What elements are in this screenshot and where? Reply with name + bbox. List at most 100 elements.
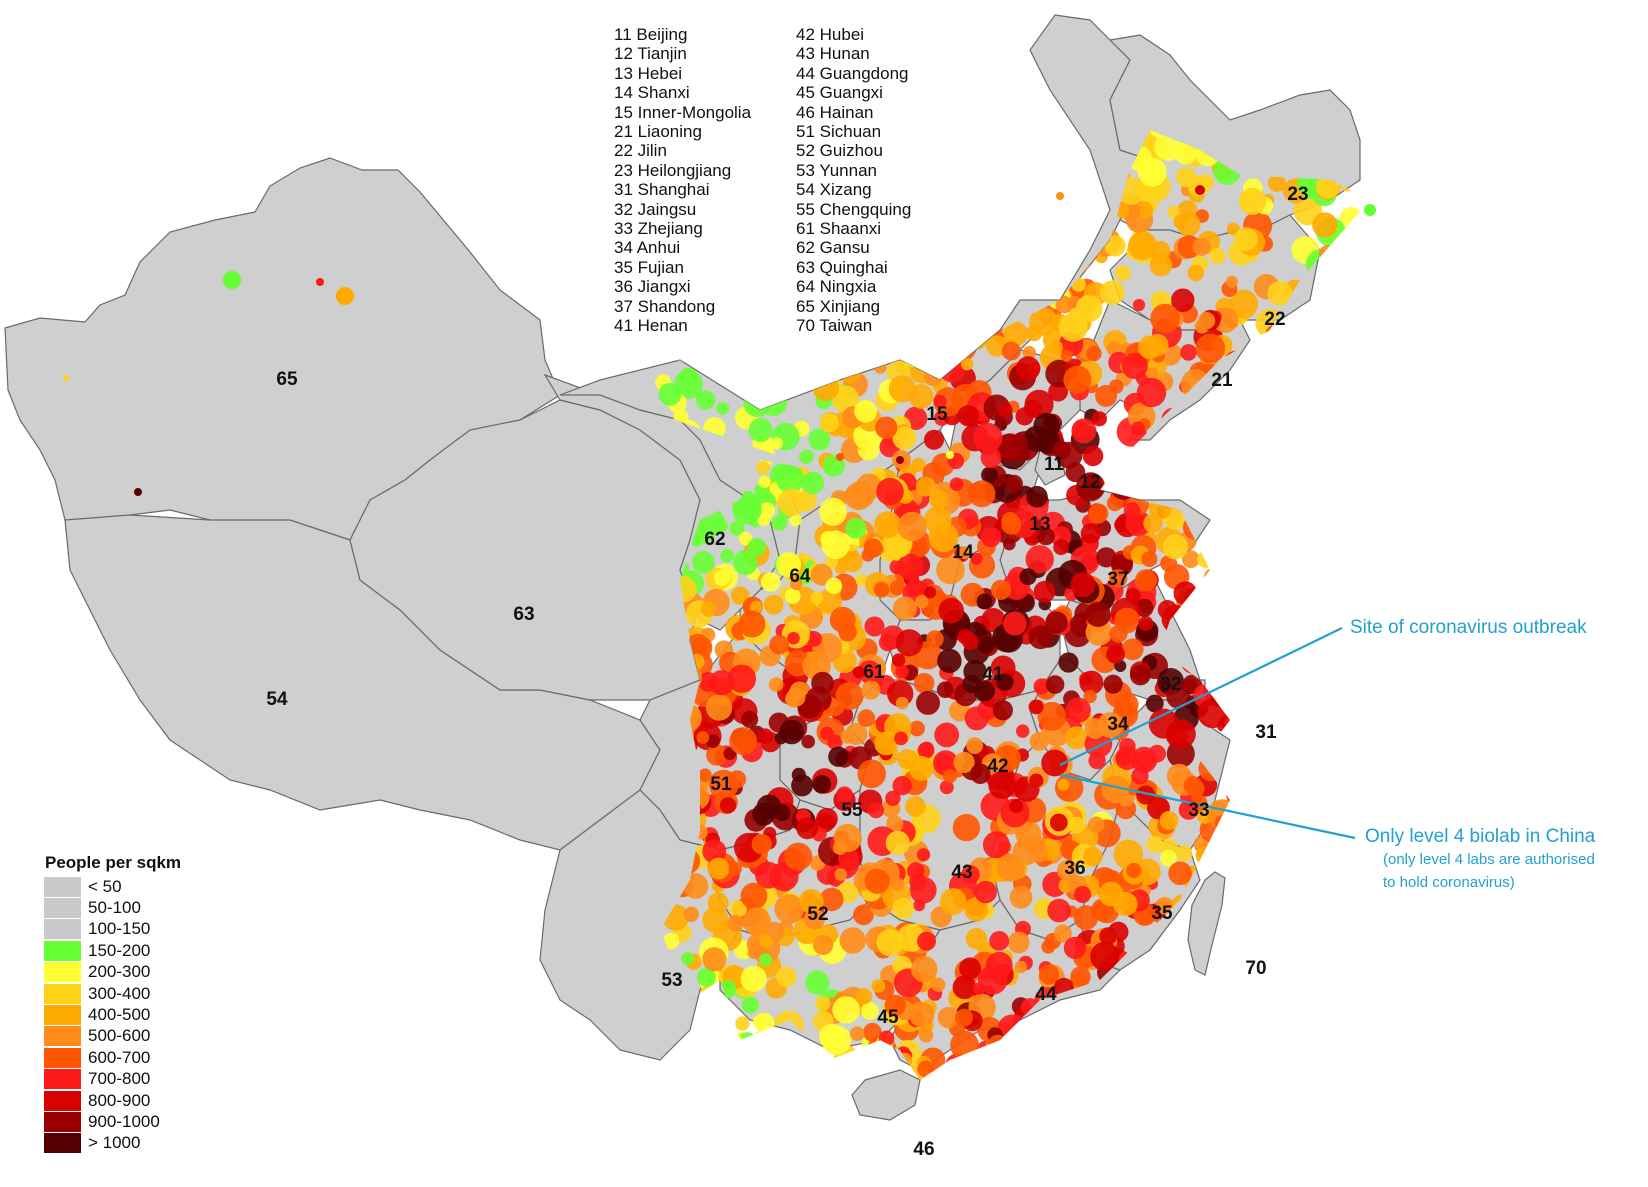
province-code-label: 33: [1188, 800, 1209, 821]
province-key-item: 11 Beijing: [614, 25, 688, 44]
province-code-label: 64: [789, 566, 811, 587]
legend-item: 700-800: [44, 1069, 181, 1090]
legend-label: 150-200: [88, 940, 151, 960]
province-key-item: 55 Chengquing: [796, 199, 912, 219]
legend-item: 400-500: [44, 1004, 181, 1026]
province-code-label: 61: [863, 662, 885, 683]
province-key-item: 70 Taiwan: [796, 316, 873, 336]
province-key-item: 23 Heilongjiang: [614, 160, 732, 180]
legend-item: 500-600: [44, 1026, 181, 1047]
legend-label: < 50: [88, 876, 122, 896]
province-key-item: 46 Hainan: [796, 102, 874, 122]
legend-swatch: [44, 1047, 81, 1068]
province-key-item: 33 Zhejiang: [614, 219, 703, 239]
legend-item: 200-300: [44, 962, 181, 983]
legend-swatch: [44, 1133, 81, 1154]
province-key-item: 41 Henan: [614, 316, 688, 336]
province-key-column-1: 11 Beijing 12 Tianjin 13 Hebei 14 Shanxi 15 …: [614, 25, 751, 336]
province-code-label: 51: [710, 774, 732, 795]
legend-item: 150-200: [44, 940, 181, 961]
legend-label: 200-300: [88, 962, 151, 982]
province-key-item: 13 Hebei: [614, 63, 683, 83]
province-code-label: 15: [926, 404, 948, 425]
legend-label: 500-600: [88, 1026, 151, 1046]
legend-label: 400-500: [88, 1005, 151, 1025]
province-code-label: 36: [1064, 858, 1085, 879]
province-key-item: 21 Liaoning: [614, 122, 702, 142]
province-key-item: 53 Yunnan: [796, 160, 877, 180]
province-key-item: 51 Sichuan: [796, 122, 882, 142]
province-key-item: 64 Ningxia: [796, 277, 877, 297]
province-code-label: 46: [913, 1139, 934, 1160]
outbreak-annotation: Site of coronavirus outbreak: [1350, 617, 1587, 638]
legend-item: 100-150: [44, 919, 181, 940]
outbreak-pointer-line: [1059, 627, 1343, 766]
province-key-item: 61 Shaanxi: [796, 219, 882, 239]
province-code-labels: 65 54 63 62 64 15 23 22 21 11 12 13 14 37 61 41 32 34 31 42…: [266, 184, 1308, 1160]
biolab-annotation: Only level 4 biolab in China: [1365, 826, 1596, 847]
province-key-item: 31 Shanghai: [614, 180, 710, 200]
legend-swatch: [44, 876, 81, 897]
province-key-item: 62 Gansu: [796, 238, 870, 258]
legend-label: 50-100: [88, 898, 141, 918]
province-key-item: 15 Inner-Mongolia: [614, 102, 752, 122]
province-code-label: 34: [1107, 714, 1129, 735]
legend-swatch: [44, 962, 81, 983]
province-code-label: 31: [1255, 722, 1277, 743]
density-scattered-spots: [63, 185, 1376, 496]
province-code-label: 44: [1035, 984, 1057, 1005]
province-key-item: 34 Anhui: [614, 238, 681, 258]
province-key-item: 65 Xinjiang: [796, 296, 881, 316]
province-key-item: 42 Hubei: [796, 25, 865, 44]
legend-swatch: [44, 940, 81, 961]
province-code-label: 62: [704, 529, 725, 550]
province-code-label: 21: [1211, 370, 1233, 391]
province-code-label: 13: [1029, 514, 1050, 535]
province-key-item: 14 Shanxi: [614, 83, 690, 103]
province-key-item: 22 Jilin: [614, 141, 667, 161]
legend-swatch: [44, 1069, 81, 1090]
province-code-label: 35: [1151, 903, 1173, 924]
province-code-label: 53: [661, 970, 682, 991]
province-code-label: 54: [266, 689, 288, 710]
province-key-item: 44 Guangdong: [796, 63, 909, 83]
legend-swatch: [44, 1090, 81, 1111]
legend-item: 800-900: [44, 1090, 181, 1111]
legend-item: 600-700: [44, 1047, 181, 1068]
province-key-item: 52 Guizhou: [796, 141, 883, 161]
legend-swatch: [44, 1005, 81, 1026]
province-code-label: 55: [841, 800, 863, 821]
province-key-item: 45 Guangxi: [796, 83, 883, 103]
province-code-label: 41: [982, 664, 1004, 685]
province-key-item: 37 Shandong: [614, 296, 716, 316]
island-taiwan: [1187, 871, 1226, 976]
legend-item: > 1000: [44, 1133, 181, 1154]
province-key-item: 35 Fujian: [614, 257, 684, 277]
province-code-label: 14: [952, 542, 974, 563]
province-code-label: 42: [987, 756, 1008, 777]
legend-label: 600-700: [88, 1047, 151, 1067]
legend-swatch: [44, 1111, 81, 1132]
legend-label: 300-400: [88, 983, 151, 1003]
province-code-label: 52: [807, 904, 828, 925]
legend-label: 800-900: [88, 1090, 151, 1110]
province-code-label: 23: [1287, 184, 1308, 205]
legend-label: 100-150: [88, 919, 151, 939]
province-code-label: 65: [276, 369, 298, 390]
legend-item: 50-100: [44, 897, 181, 919]
province-code-label: 22: [1264, 309, 1285, 330]
legend-items: < 50 50-100 100-150 150-200 200-300 300-400 40…: [44, 876, 181, 1154]
province-code-label: 70: [1245, 958, 1266, 979]
legend-item: < 50: [44, 876, 181, 897]
province-code-label: 45: [877, 1007, 899, 1028]
legend-item: 900-1000: [44, 1111, 181, 1132]
province-key-item: 32 Jaingsu: [614, 199, 697, 219]
province-code-label: 37: [1107, 569, 1128, 590]
legend-swatch: [44, 919, 81, 940]
legend-label: > 1000: [88, 1133, 141, 1153]
province-code-label: 11: [1044, 454, 1065, 475]
legend-swatch: [44, 983, 81, 1004]
biolab-note-line-1: (only level 4 labs are authorised: [1383, 851, 1595, 868]
legend-swatch: [44, 898, 81, 919]
province-key-item: 63 Quinghai: [796, 257, 888, 277]
